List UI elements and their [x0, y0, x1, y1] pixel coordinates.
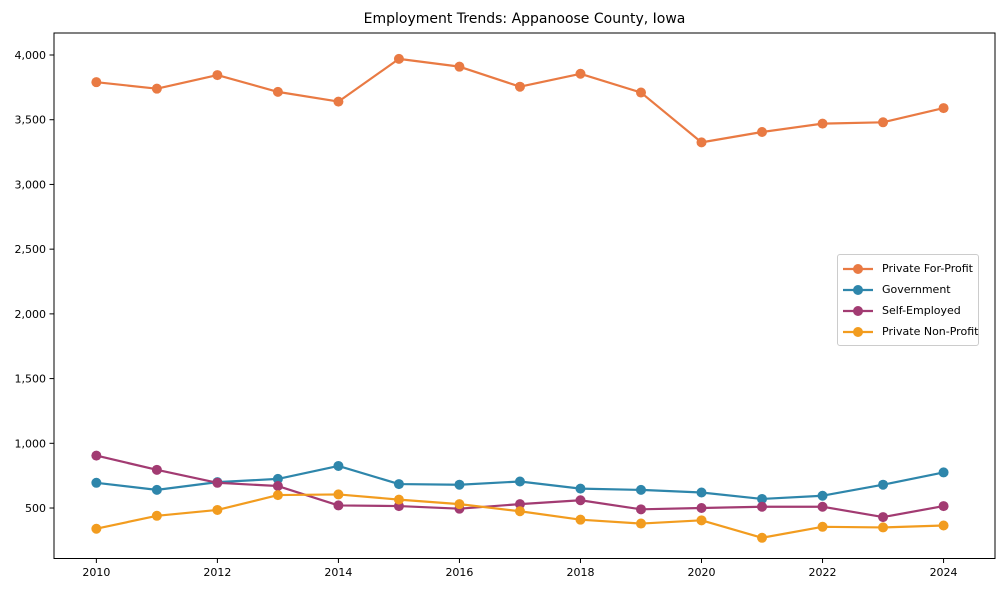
data-point [878, 512, 889, 523]
legend-swatch-icon [843, 326, 873, 337]
data-point [272, 473, 283, 484]
x-tick-label: 2024 [930, 566, 958, 579]
data-point [212, 477, 223, 488]
legend-marker [853, 284, 863, 295]
data-point [696, 503, 707, 514]
x-tick-label: 2018 [566, 566, 594, 579]
legend-item: Self-Employed [843, 300, 978, 321]
data-point [514, 476, 525, 487]
y-tick-label: 1,000 [15, 437, 47, 450]
data-point [575, 68, 586, 79]
series-line [96, 57, 944, 144]
legend-label: Private For-Profit [882, 262, 973, 275]
data-point [757, 532, 768, 543]
legend-marker [853, 305, 863, 316]
axes-frame [53, 32, 996, 559]
data-point [635, 504, 646, 515]
x-tick-label: 2010 [82, 566, 110, 579]
data-point [878, 479, 889, 490]
data-point [938, 520, 949, 531]
legend-item: Private Non-Profit [843, 321, 978, 342]
y-tick-label: 2,000 [15, 308, 47, 321]
x-tick-label: 2020 [688, 566, 716, 579]
data-point [151, 464, 162, 475]
legend-marker [853, 263, 863, 274]
data-point [575, 514, 586, 525]
data-point [393, 479, 404, 490]
data-point [333, 460, 344, 471]
y-tick-label: 2,500 [15, 243, 47, 256]
legend-label: Private Non-Profit [882, 325, 979, 338]
data-point [757, 127, 768, 138]
data-point [151, 510, 162, 521]
data-point [393, 494, 404, 505]
data-point [514, 506, 525, 517]
data-point [635, 87, 646, 98]
data-point [151, 484, 162, 495]
x-tick-label: 2012 [203, 566, 231, 579]
data-point [333, 96, 344, 107]
data-point [151, 83, 162, 94]
x-tick-label: 2014 [324, 566, 352, 579]
data-point [272, 481, 283, 492]
data-point [91, 450, 102, 461]
data-point [635, 484, 646, 495]
data-point [757, 501, 768, 512]
legend-item: Private For-Profit [843, 258, 978, 279]
data-point [938, 467, 949, 478]
data-point [938, 103, 949, 114]
legend: Private For-Profit Government Self-Employe… [837, 254, 979, 346]
data-point [333, 489, 344, 500]
y-tick-label: 500 [25, 502, 46, 515]
data-point [91, 77, 102, 88]
x-tick-label: 2022 [809, 566, 837, 579]
data-point [212, 70, 223, 81]
series-private-for-profit [91, 53, 949, 148]
data-point [333, 500, 344, 511]
data-point [575, 483, 586, 494]
legend-marker [853, 326, 863, 337]
chart-title: Employment Trends: Appanoose County, Iow… [363, 11, 686, 27]
x-tick-label: 2016 [445, 566, 473, 579]
data-point [696, 137, 707, 148]
data-point [938, 501, 949, 512]
data-point [878, 117, 889, 128]
data-point [272, 86, 283, 97]
data-point [575, 495, 586, 506]
data-point [817, 490, 828, 501]
data-point [514, 499, 525, 510]
legend-item: Government [843, 279, 978, 300]
data-point [817, 501, 828, 512]
data-point [817, 118, 828, 129]
y-tick-label: 3,500 [15, 114, 47, 127]
y-tick-label: 3,000 [15, 178, 47, 191]
data-point [696, 487, 707, 498]
series-private-non-profit [91, 489, 949, 543]
data-point [454, 479, 465, 490]
legend-swatch-icon [843, 305, 873, 316]
data-point [696, 515, 707, 526]
data-point [454, 499, 465, 510]
data-point [757, 493, 768, 504]
data-point [514, 81, 525, 92]
legend-label: Government [882, 283, 951, 296]
data-point [393, 53, 404, 64]
data-point [878, 522, 889, 533]
legend-swatch-icon [843, 284, 873, 295]
y-tick-label: 1,500 [15, 373, 47, 386]
data-point [817, 521, 828, 532]
data-point [635, 518, 646, 529]
data-point [454, 61, 465, 72]
data-point [91, 477, 102, 488]
data-point [272, 490, 283, 501]
legend-label: Self-Employed [882, 304, 961, 317]
legend-swatch-icon [843, 263, 873, 274]
data-point [212, 504, 223, 515]
y-tick-label: 4,000 [15, 49, 47, 62]
data-point [91, 523, 102, 534]
